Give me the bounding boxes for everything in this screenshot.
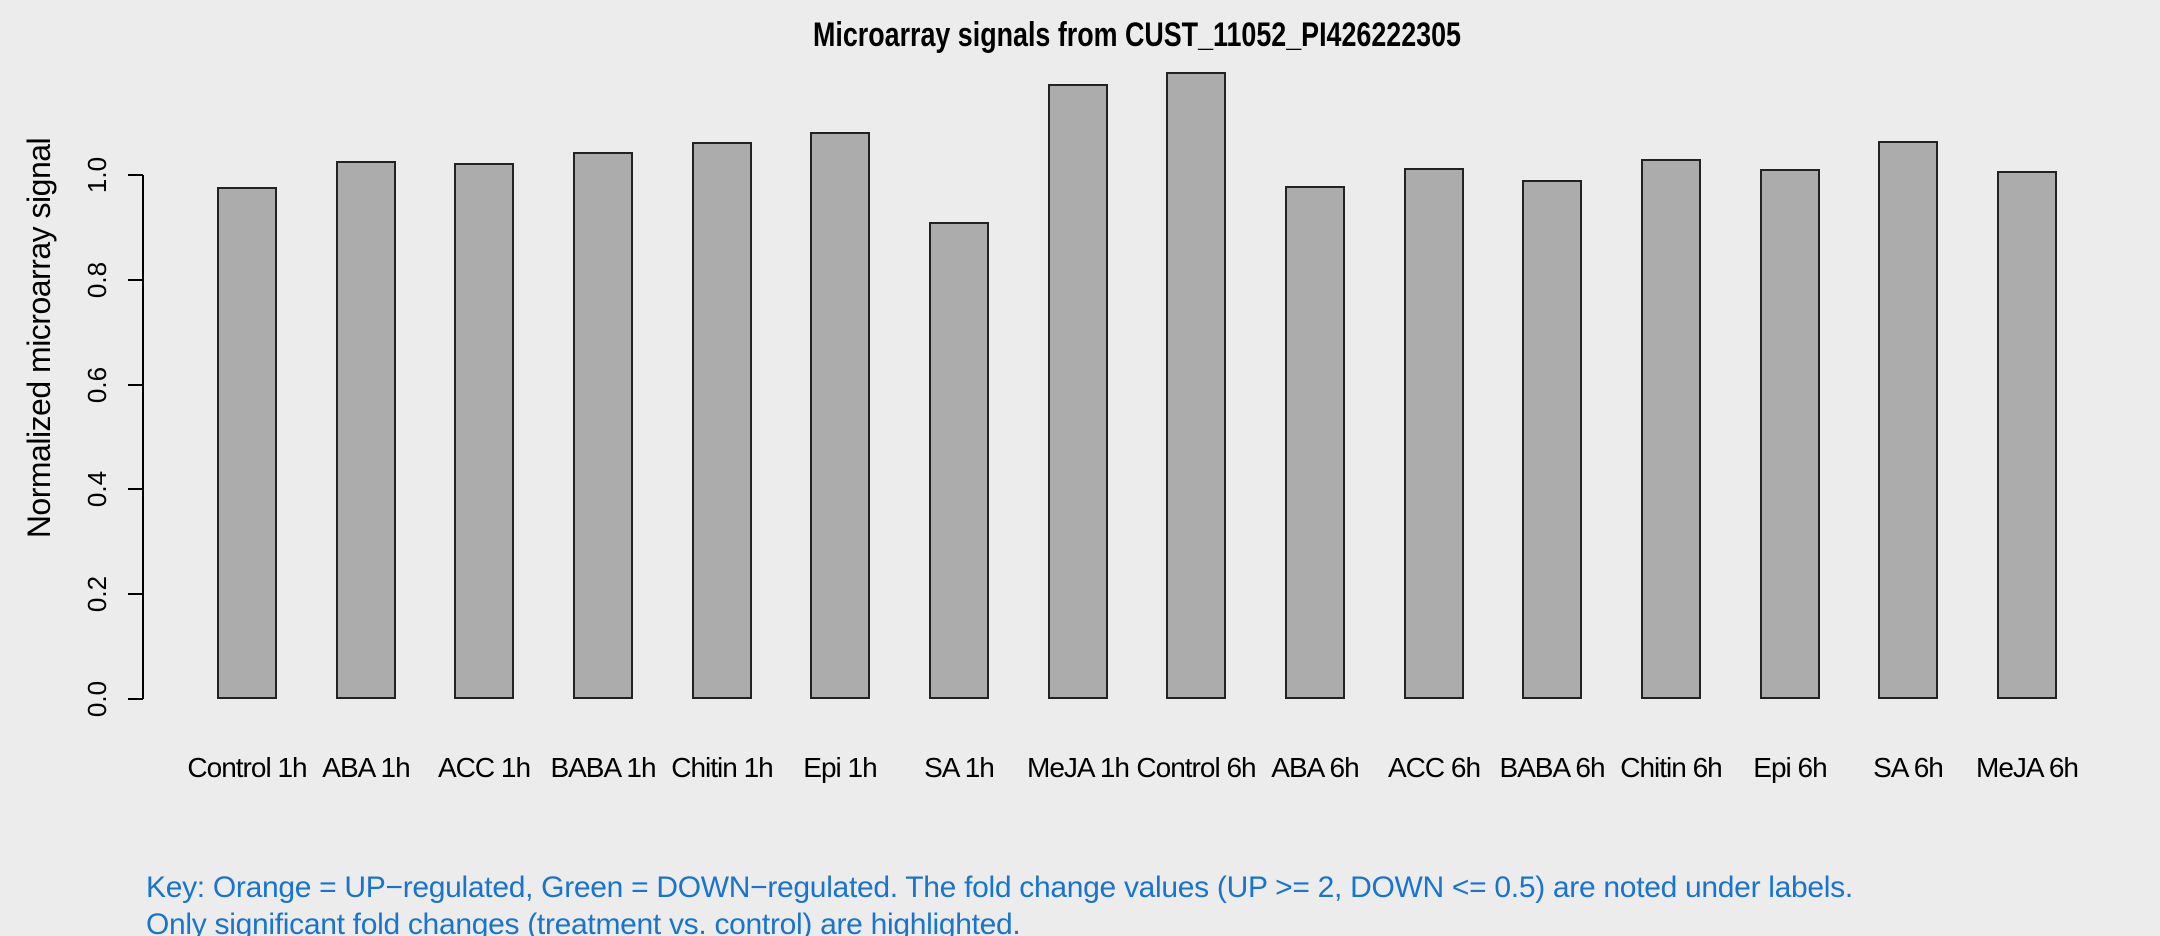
- x-axis-label: ACC 1h: [437, 752, 531, 783]
- y-tick-label: 0.6: [82, 366, 112, 403]
- bar-aba-1h: [336, 161, 396, 699]
- bar-baba-6h: [1522, 180, 1582, 699]
- y-tick-mark: [128, 174, 143, 176]
- x-axis-label: Chitin 1h: [671, 752, 774, 783]
- x-axis-label: MeJA 1h: [1027, 752, 1130, 783]
- bar-sa-6h: [1878, 141, 1938, 699]
- x-axis-label: ACC 6h: [1387, 752, 1481, 783]
- x-axis-label: Control 1h: [187, 752, 307, 783]
- bar-epi-1h: [810, 132, 870, 699]
- chart-title: Microarray signals from CUST_11052_PI426…: [812, 16, 1462, 54]
- x-axis-label: BABA 6h: [1499, 752, 1605, 783]
- key-note-line-1: Key: Orange = UP−regulated, Green = DOWN…: [146, 871, 1853, 904]
- x-axis-label: Chitin 6h: [1620, 752, 1723, 783]
- bar-acc-1h: [454, 163, 514, 699]
- x-axis-label: SA 6h: [1873, 752, 1944, 783]
- x-axis-label: Control 6h: [1136, 752, 1256, 783]
- bar-aba-6h: [1285, 186, 1345, 699]
- y-tick-label: 0.4: [82, 471, 112, 508]
- x-axis-label: ABA 1h: [322, 752, 410, 783]
- y-tick-mark: [128, 698, 143, 700]
- bar-control-1h: [217, 187, 277, 699]
- key-note-line-2: Only significant fold changes (treatment…: [146, 907, 1021, 936]
- bar-baba-1h: [573, 152, 633, 699]
- x-axis-label: Epi 1h: [803, 752, 877, 783]
- bar-control-6h: [1166, 72, 1226, 699]
- y-tick-mark: [128, 593, 143, 596]
- x-axis-label: SA 1h: [924, 752, 995, 783]
- x-axis-label: ABA 6h: [1271, 752, 1359, 783]
- y-tick-label: 1.0: [82, 156, 112, 194]
- key-note: Key: Orange = UP−regulated, Green = DOWN…: [146, 870, 1853, 936]
- y-tick-mark: [128, 488, 143, 491]
- x-axis-label: MeJA 6h: [1976, 752, 2079, 783]
- bar-chitin-6h: [1641, 159, 1701, 699]
- y-tick-label: 0.0: [82, 680, 112, 718]
- bar-meja-6h: [1997, 171, 2057, 699]
- y-axis-label: Normalized microarray signal: [21, 137, 57, 539]
- y-tick-label: 0.2: [82, 576, 112, 613]
- y-tick-mark: [128, 383, 143, 386]
- bar-acc-6h: [1404, 168, 1464, 699]
- y-tick-mark: [128, 278, 143, 281]
- bar-chitin-1h: [692, 142, 752, 699]
- y-axis-line: [142, 175, 144, 699]
- x-axis-label: BABA 1h: [550, 752, 656, 783]
- bar-sa-1h: [929, 222, 989, 699]
- x-axis-label: Epi 6h: [1753, 752, 1827, 783]
- y-tick-label: 0.8: [82, 261, 112, 298]
- bar-meja-1h: [1048, 84, 1108, 699]
- bar-epi-6h: [1760, 169, 1820, 699]
